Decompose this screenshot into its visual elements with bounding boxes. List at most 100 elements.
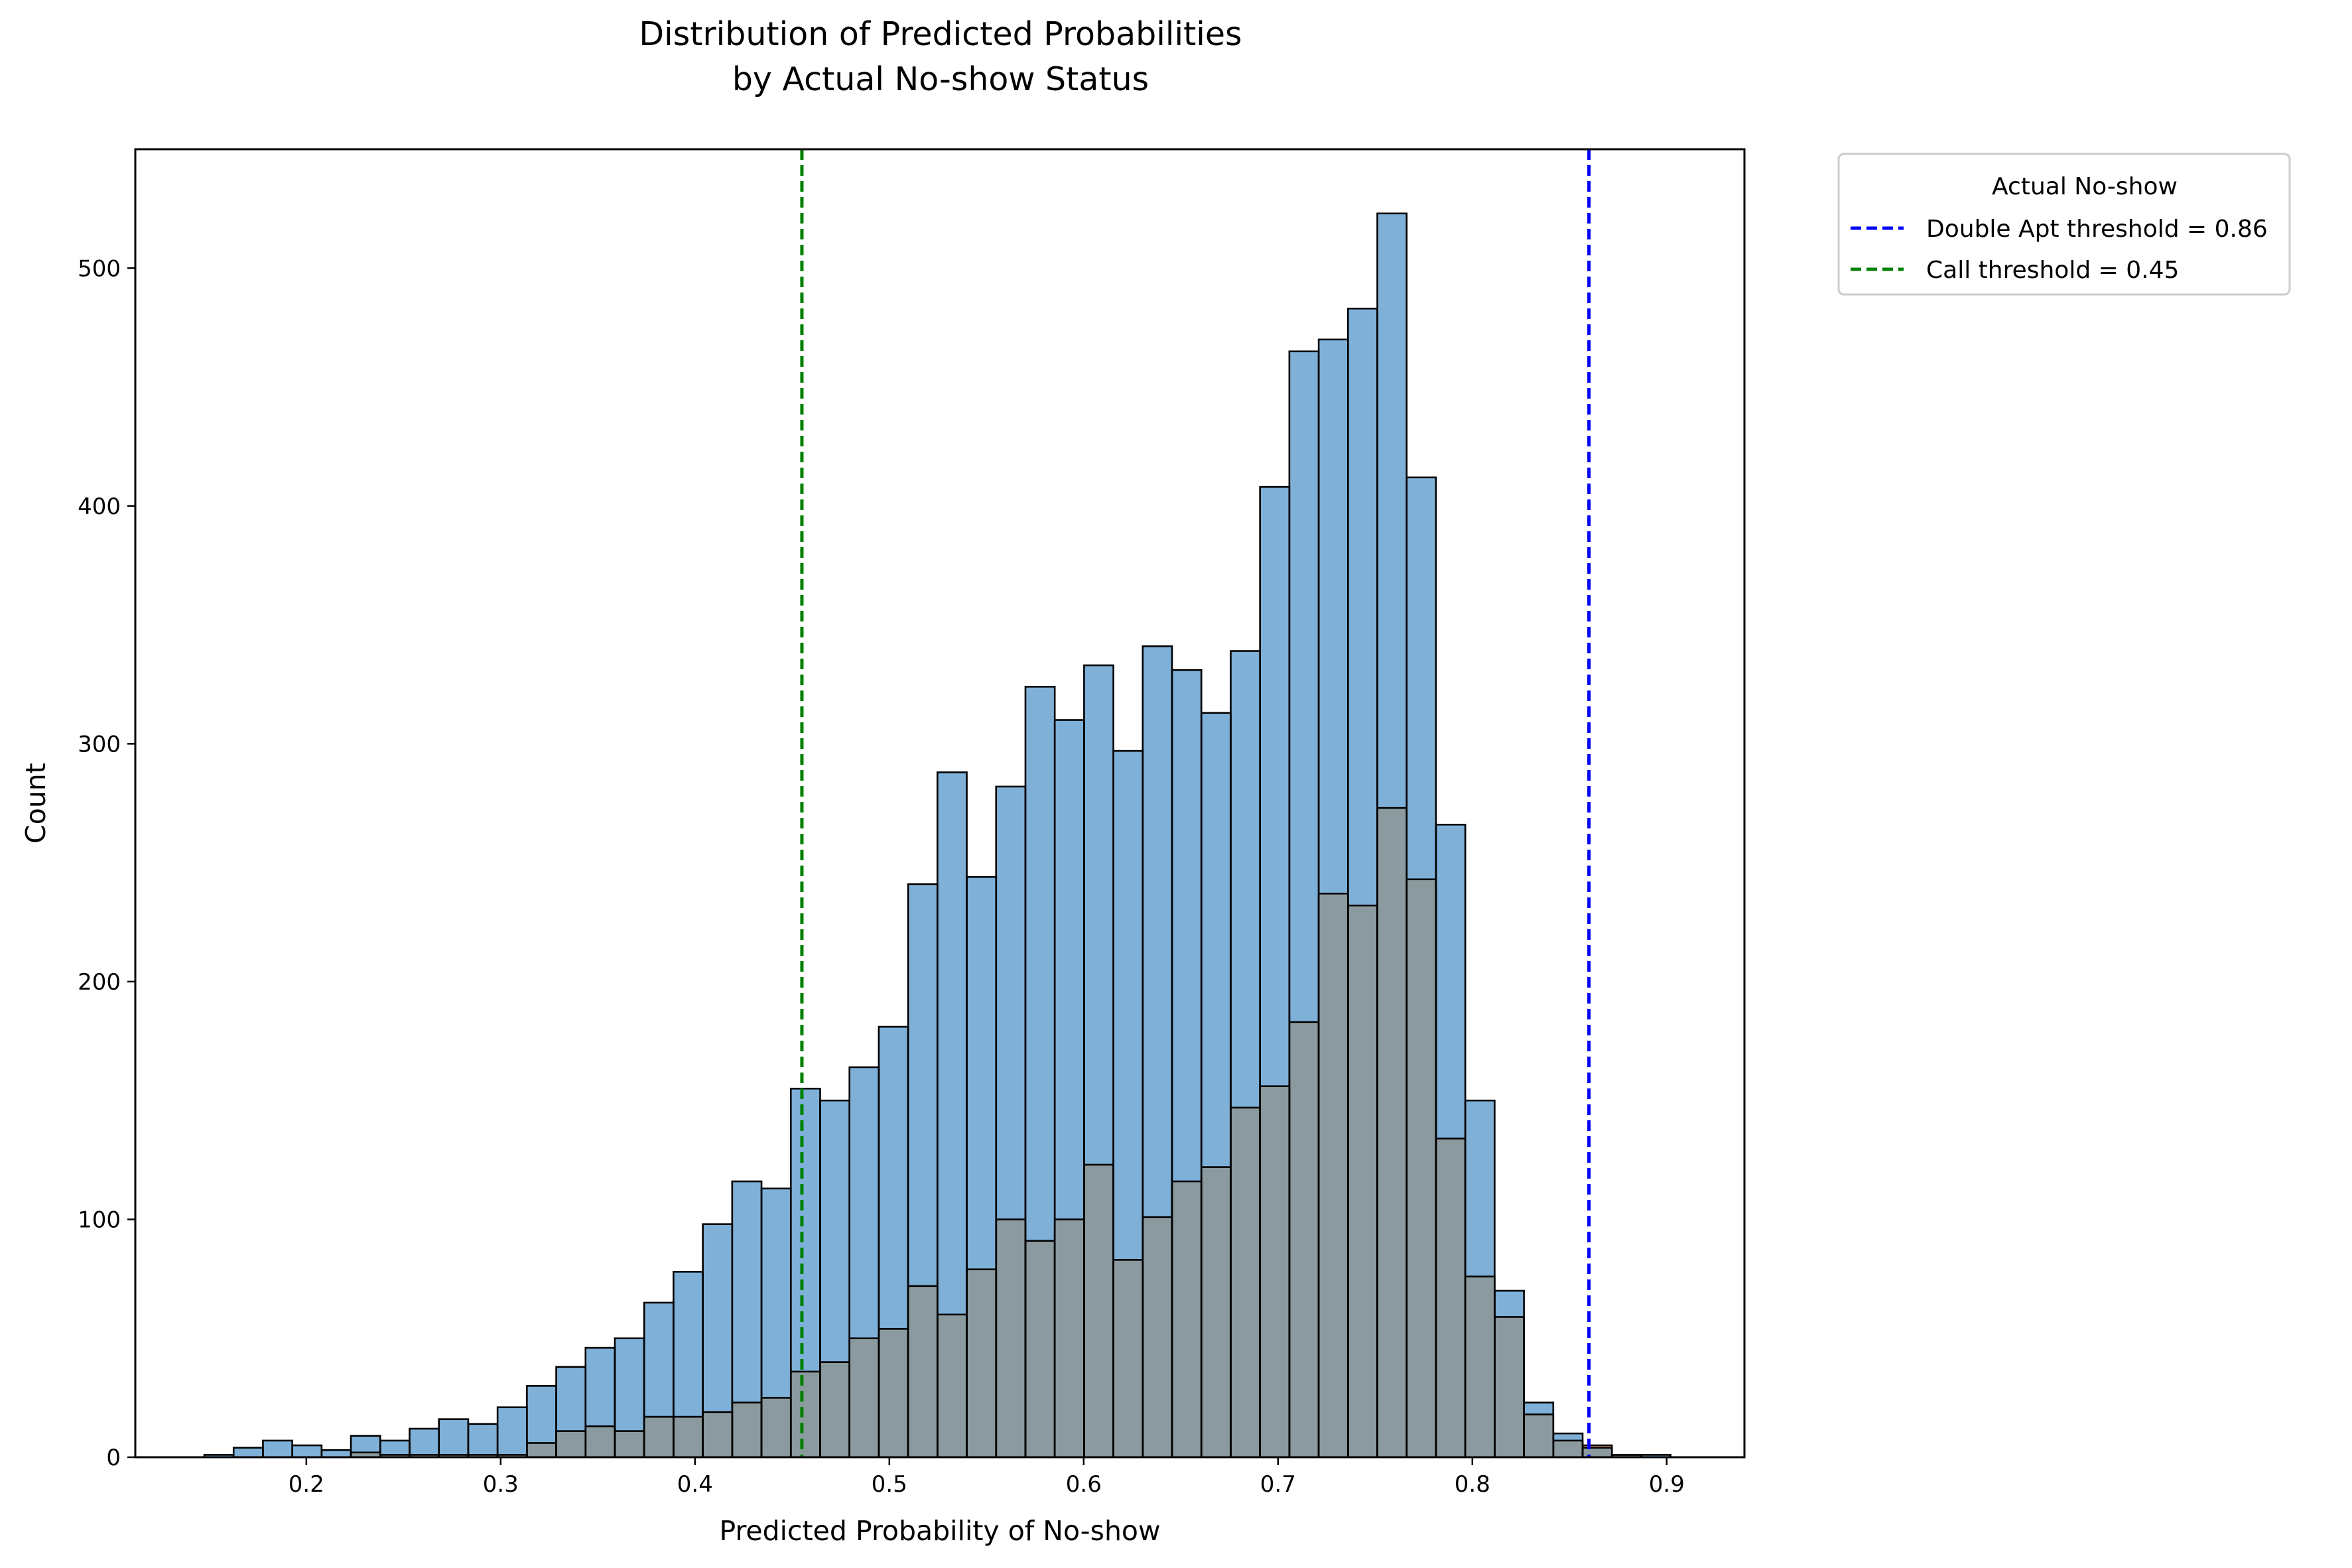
bar-overlap [1230, 1107, 1260, 1457]
bar-overlap [937, 1314, 967, 1457]
bar-series-a [644, 1302, 674, 1417]
bar-series-a [468, 1423, 498, 1455]
bar-overlap [820, 1362, 850, 1457]
bar-overlap [468, 1455, 498, 1457]
bar-series-a [820, 1100, 850, 1362]
bar-overlap [1055, 1219, 1084, 1457]
bar-series-a [380, 1440, 410, 1455]
bar-overlap [849, 1338, 879, 1457]
bar-series-a [438, 1419, 468, 1455]
bar-series-a [1025, 686, 1055, 1241]
bar-series-a [614, 1338, 645, 1431]
x-tick-label: 0.8 [1455, 1471, 1490, 1498]
bar-series-a [263, 1440, 293, 1457]
bar-overlap [791, 1371, 820, 1457]
bar-series-a [1553, 1433, 1583, 1441]
bar-series-a [1055, 720, 1084, 1220]
bar-overlap [966, 1269, 996, 1457]
bar-overlap [380, 1455, 410, 1457]
y-axis-label: Count [20, 763, 52, 844]
bar-series-a [585, 1348, 615, 1427]
bar-series-a [937, 772, 967, 1315]
legend: Actual No-show Double Apt threshold = 0.… [1837, 153, 2291, 296]
bar-overlap [556, 1431, 586, 1457]
bar-overlap [1289, 1021, 1319, 1457]
bar-series-a [1465, 1100, 1495, 1277]
bar-series-a [1289, 351, 1319, 1022]
bar-series-a [351, 1435, 381, 1453]
bar-series-a [409, 1428, 439, 1455]
bar-series-b [1583, 1445, 1612, 1448]
bar-overlap [1319, 893, 1348, 1457]
bar-series-a [908, 883, 938, 1286]
x-tick-label: 0.4 [677, 1471, 713, 1498]
bar-overlap [1553, 1440, 1583, 1457]
bar-overlap [614, 1431, 645, 1457]
y-tick-label: 200 [78, 969, 121, 996]
plot-frame [134, 148, 1746, 1459]
bar-series-a [1260, 487, 1289, 1086]
bar-series-a [292, 1445, 322, 1457]
bar-overlap [1406, 879, 1436, 1457]
bar-overlap [527, 1443, 556, 1457]
bar-series-a [1201, 712, 1231, 1167]
legend-box [1837, 153, 2291, 296]
bar-series-a [1494, 1291, 1524, 1317]
y-tick-label: 300 [78, 731, 121, 757]
chart-title-line-2: by Actual No-show Status [732, 60, 1149, 98]
bar-overlap [1465, 1276, 1495, 1457]
legend-label-double-apt: Double Apt threshold = 0.86 [1926, 216, 2268, 243]
chart-title-line-1: Distribution of Predicted Probabilities [639, 15, 1242, 53]
bar-overlap [351, 1452, 381, 1457]
bar-series-a [761, 1188, 791, 1398]
bar-overlap [1377, 808, 1407, 1457]
x-tick-label: 0.6 [1066, 1471, 1102, 1498]
bar-overlap [996, 1219, 1025, 1457]
bar-overlap [1113, 1260, 1143, 1457]
x-tick-label: 0.5 [872, 1471, 907, 1498]
bar-series-a [1406, 477, 1436, 880]
bar-overlap [908, 1285, 938, 1457]
bar-series-a [527, 1386, 556, 1443]
bar-overlap [673, 1417, 703, 1457]
bar-series-a [321, 1450, 352, 1457]
y-axis-ticks: 0 100 200 300 400 500 [78, 255, 135, 1471]
bar-series-a [204, 1455, 234, 1457]
bar-overlap [1435, 1138, 1466, 1457]
bar-overlap [1025, 1240, 1055, 1457]
bar-series-a [556, 1366, 586, 1431]
bar-series-a [233, 1447, 263, 1457]
x-axis-ticks: 0.2 0.3 0.4 0.5 0.6 0.7 0.8 0.9 [289, 1457, 1685, 1498]
y-tick-label: 0 [106, 1445, 121, 1471]
x-tick-label: 0.9 [1649, 1471, 1685, 1498]
bar-overlap [438, 1455, 468, 1457]
bar-series-a [1641, 1455, 1671, 1457]
bar-overlap [409, 1455, 439, 1457]
x-tick-label: 0.3 [483, 1471, 519, 1498]
y-tick-label: 400 [78, 493, 121, 520]
series-overlap-bars [351, 808, 1642, 1457]
bar-series-a [702, 1224, 732, 1412]
y-tick-label: 500 [78, 255, 121, 282]
bar-overlap [878, 1329, 909, 1457]
bar-series-a [1084, 665, 1114, 1165]
y-tick-label: 100 [78, 1207, 121, 1233]
bar-overlap [761, 1398, 791, 1457]
x-tick-label: 0.2 [289, 1471, 324, 1498]
bar-series-a [878, 1027, 909, 1329]
bar-series-a [732, 1181, 762, 1403]
bar-series-a [849, 1067, 879, 1339]
bar-overlap [1583, 1447, 1612, 1457]
legend-title: Actual No-show [1992, 173, 2178, 200]
bar-overlap [1201, 1167, 1231, 1457]
bar-overlap [702, 1411, 732, 1457]
bar-series-a [1113, 751, 1143, 1260]
bar-series-a [1435, 824, 1466, 1139]
bar-overlap [1524, 1414, 1553, 1457]
bar-series-a [996, 786, 1025, 1220]
bar-series-a [673, 1272, 703, 1417]
bar-series-a [1348, 308, 1378, 906]
bar-overlap [1260, 1086, 1289, 1457]
threshold-lines [800, 149, 1591, 1457]
